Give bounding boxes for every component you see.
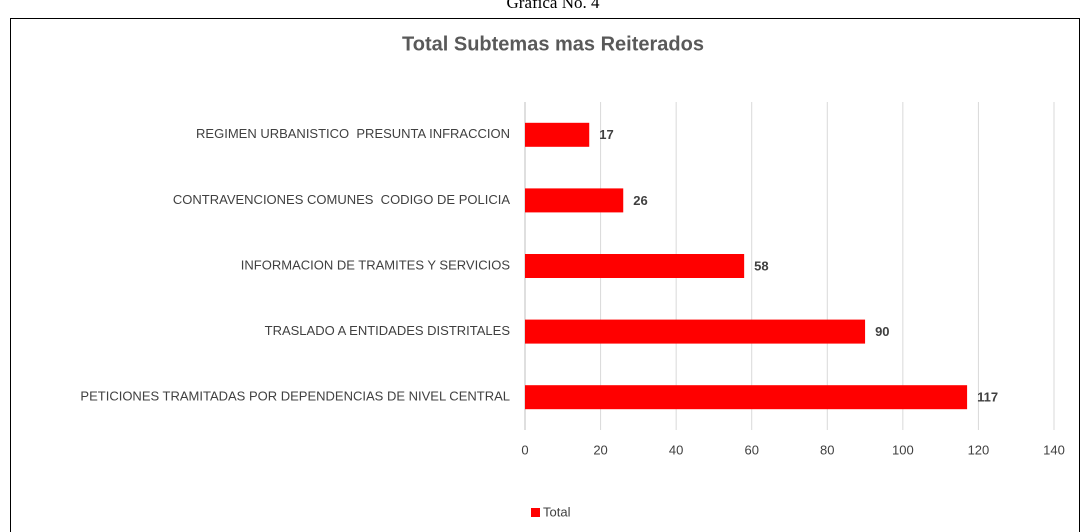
x-tick-label: 120 (968, 442, 990, 457)
bar (525, 188, 624, 213)
bar (525, 122, 590, 147)
data-label: 58 (754, 258, 768, 273)
x-tick-label: 20 (593, 442, 607, 457)
legend-label: Total (543, 504, 571, 519)
data-label: 117 (977, 390, 998, 405)
legend-swatch (531, 508, 540, 517)
data-label: 17 (599, 127, 613, 142)
data-label: 26 (633, 193, 647, 208)
x-tick-label: 60 (744, 442, 758, 457)
y-tick-label: PETICIONES TRAMITADAS POR DEPENDENCIAS D… (80, 389, 510, 404)
x-tick-label: 0 (521, 442, 528, 457)
x-tick-label: 100 (892, 442, 914, 457)
x-tick-label: 140 (1043, 442, 1065, 457)
chart-title: Total Subtemas mas Reiterados (402, 33, 704, 55)
y-tick-label: INFORMACION DE TRAMITES Y SERVICIOS (241, 257, 511, 272)
y-tick-label: REGIMEN URBANISTICO PRESUNTA INFRACCION (196, 126, 510, 141)
bar (525, 254, 745, 278)
x-tick-label: 80 (820, 442, 834, 457)
y-tick-label: CONTRAVENCIONES COMUNES CODIGO DE POLICI… (173, 192, 510, 207)
bar (525, 385, 968, 410)
bar (525, 319, 866, 344)
caption: Grafica No. 4 (507, 0, 600, 12)
data-label: 90 (875, 324, 889, 339)
x-tick-label: 40 (669, 442, 683, 457)
y-tick-label: TRASLADO A ENTIDADES DISTRITALES (265, 323, 511, 338)
